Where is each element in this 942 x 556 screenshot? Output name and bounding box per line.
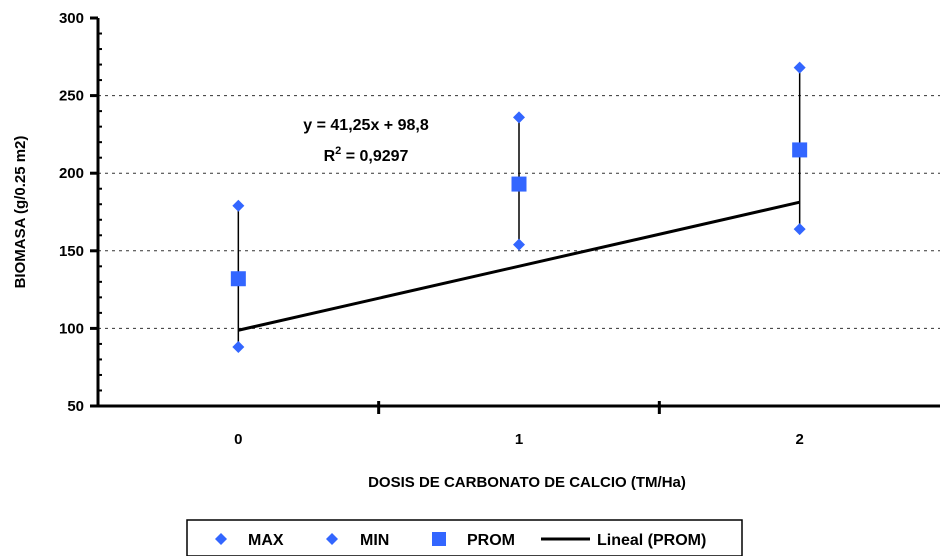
- y-tick-label: 250: [59, 88, 84, 105]
- min-point: [232, 341, 245, 354]
- axes: [90, 16, 940, 414]
- x-tick-label: 1: [515, 431, 523, 448]
- error-bars: [237, 67, 801, 348]
- y-tick-label: 100: [59, 320, 84, 337]
- legend-label: Lineal (PROM): [597, 532, 706, 549]
- legend-marker-min: [326, 533, 338, 545]
- trendline: [237, 200, 801, 332]
- legend-marker-max: [215, 533, 227, 545]
- y-tick-label: 50: [67, 398, 84, 415]
- r-squared-superscript: 2: [335, 145, 341, 157]
- legend: MAX MIN PROM Lineal (PROM): [186, 519, 743, 556]
- max-point: [513, 111, 525, 124]
- y-tick-label: 300: [59, 10, 84, 27]
- legend-label: MAX: [248, 532, 284, 549]
- trendline-equation: y = 41,25x + 98,8: [303, 117, 429, 134]
- r-squared-prefix: R: [324, 148, 336, 165]
- prom-point: [511, 176, 527, 192]
- r-squared-label: R2 = 0,9297: [324, 145, 409, 165]
- y-tick-label: 200: [59, 165, 84, 182]
- y-axis-title: BIOMASA (g/0.25 m2): [12, 136, 29, 289]
- y-tick-label: 150: [59, 243, 84, 260]
- max-point: [232, 199, 245, 212]
- max-point: [793, 61, 806, 74]
- x-axis-title: DOSIS DE CARBONATO DE CALCIO (TM/Ha): [368, 474, 686, 491]
- prom-point: [792, 142, 808, 158]
- tick-labels: 50 100 150 200 250 300 0 1 2: [59, 10, 804, 448]
- data-markers: [230, 61, 808, 354]
- prom-point: [230, 271, 246, 287]
- min-point: [513, 238, 525, 251]
- legend-box: [186, 519, 743, 556]
- legend-label: MIN: [360, 532, 389, 549]
- legend-label: PROM: [467, 532, 515, 549]
- r-squared-value: = 0,9297: [341, 148, 408, 165]
- x-tick-label: 0: [234, 431, 242, 448]
- legend-marker-prom: [432, 532, 446, 546]
- min-point: [793, 223, 806, 236]
- x-tick-label: 2: [795, 431, 803, 448]
- trendline-group: [237, 200, 801, 332]
